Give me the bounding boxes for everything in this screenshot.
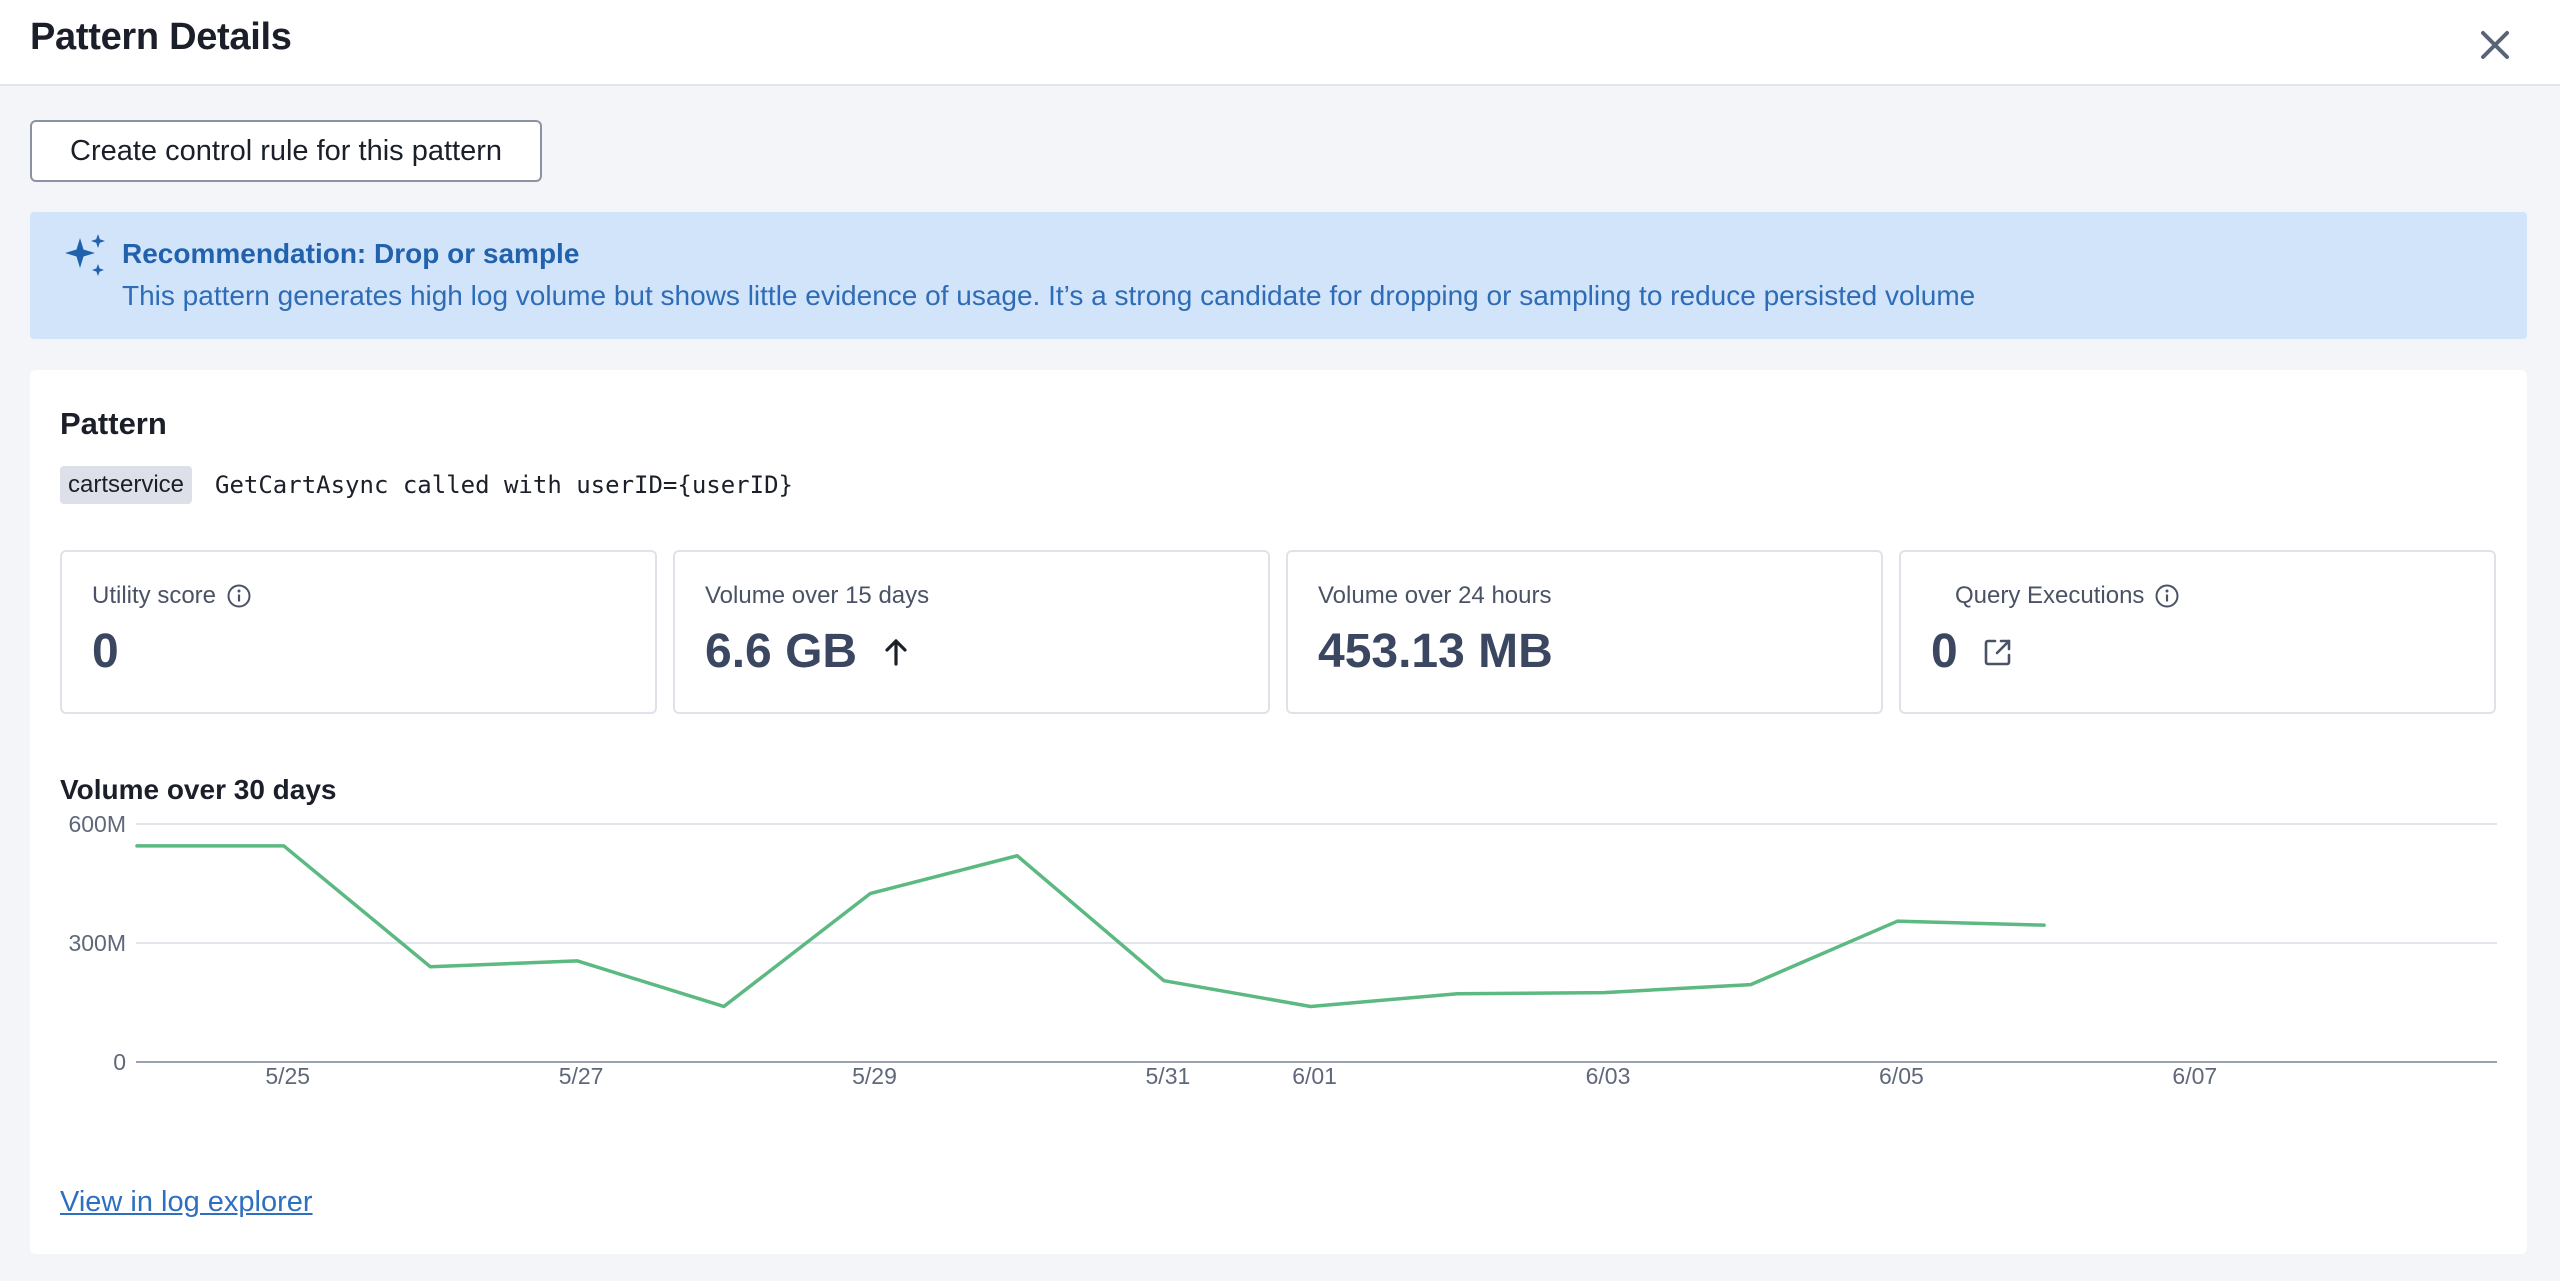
metric-value-row: 6.6 GB xyxy=(705,624,911,679)
external-link-icon[interactable] xyxy=(1982,636,2014,668)
recommendation-text: This pattern generates high log volume b… xyxy=(122,280,1976,311)
metric-label-row: Volume over 24 hours xyxy=(1318,582,1551,610)
metric-label: Volume over 24 hours xyxy=(1318,582,1552,609)
pattern-card: Pattern cartservice GetCartAsync called … xyxy=(30,370,2527,1254)
y-tick-label: 300M xyxy=(68,930,126,956)
info-icon[interactable] xyxy=(226,583,252,609)
chart-svg: 0 300M 600M 5/25 5/27 5/29 5/31 6/01 6/03 6/05 6/0… xyxy=(68,811,2497,1089)
x-tick-label: 6/07 xyxy=(2172,1063,2217,1089)
x-tick-label: 6/01 xyxy=(1292,1063,1337,1089)
metric-label: Volume over 15 days xyxy=(705,582,930,609)
metric-value-row: 0 xyxy=(1931,624,2014,679)
metric-label: Utility score xyxy=(92,582,217,609)
metric-volume-24-hours: Volume over 24 hours 453.13 MB xyxy=(1286,550,1883,714)
x-tick-label: 5/27 xyxy=(559,1063,604,1089)
metric-label: Query Executions xyxy=(1955,582,2145,609)
x-tick-label: 5/31 xyxy=(1146,1063,1191,1089)
series-line xyxy=(135,844,2046,1009)
y-tick-label: 0 xyxy=(113,1049,126,1075)
metric-volume-15-days: Volume over 15 days 6.6 GB xyxy=(673,550,1270,714)
volume-chart: 0 300M 600M 5/25 5/27 5/29 5/31 6/01 6/03 6/05 6/0… xyxy=(30,810,2527,1090)
service-tag: cartservice xyxy=(60,466,193,504)
view-in-log-explorer-link[interactable]: View in log explorer xyxy=(60,1186,313,1218)
volume-15-days-value: 6.6 GB xyxy=(705,625,858,678)
recommendation-title: Recommendation: Drop or sample xyxy=(122,238,580,269)
metric-value-row: 453.13 MB xyxy=(1318,624,1553,679)
metric-label-row: Query Executions xyxy=(1955,582,2180,610)
create-control-rule-button[interactable]: Create control rule for this pattern xyxy=(30,120,542,182)
metric-label-row: Volume over 15 days xyxy=(705,582,929,610)
x-tick-label: 6/03 xyxy=(1586,1063,1631,1089)
close-icon[interactable] xyxy=(2470,20,2520,70)
chart-title: Volume over 30 days xyxy=(60,774,337,805)
page-title: Pattern Details xyxy=(30,16,292,58)
volume-24-hours-value: 453.13 MB xyxy=(1318,625,1553,678)
utility-score-value: 0 xyxy=(92,625,119,678)
pattern-heading: Pattern xyxy=(60,406,167,441)
x-tick-label: 6/05 xyxy=(1879,1063,1924,1089)
metric-label-row: Utility score xyxy=(92,582,252,610)
recommendation-banner: Recommendation: Drop or sample This patt… xyxy=(30,212,2527,339)
x-tick-label: 5/25 xyxy=(265,1063,310,1089)
panel-header: Pattern Details xyxy=(0,0,2560,86)
arrow-up-icon xyxy=(885,638,907,666)
metric-value-row: 0 xyxy=(92,624,119,679)
close-button[interactable] xyxy=(2470,20,2520,70)
x-tick-label: 5/29 xyxy=(852,1063,897,1089)
sparkles-icon xyxy=(65,234,105,276)
pattern-template: GetCartAsync called with userID={userID} xyxy=(215,471,793,499)
query-executions-value: 0 xyxy=(1931,625,1958,678)
y-tick-label: 600M xyxy=(68,811,126,837)
metric-utility-score: Utility score 0 xyxy=(60,550,657,714)
metric-query-executions: Query Executions 0 xyxy=(1899,550,2496,714)
info-icon[interactable] xyxy=(2154,583,2180,609)
